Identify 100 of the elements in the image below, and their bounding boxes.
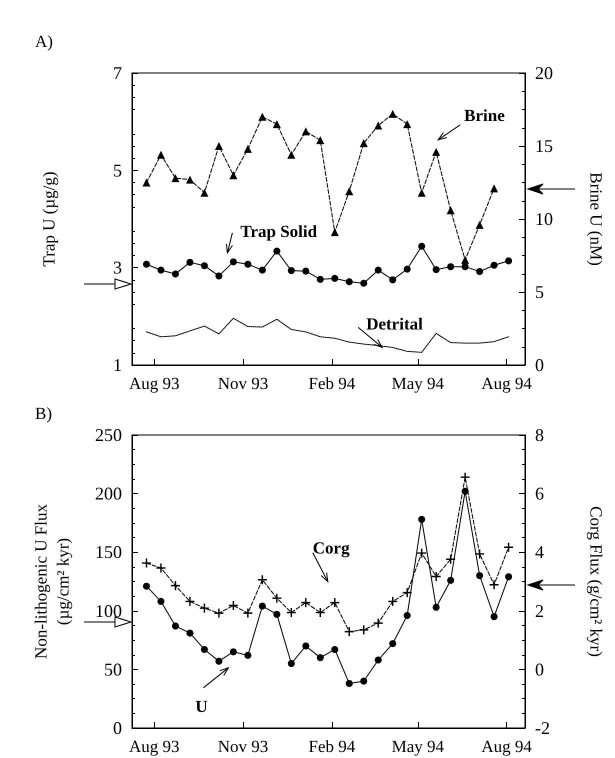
point	[215, 272, 222, 280]
point	[432, 148, 440, 156]
y-tick-label: 7	[113, 63, 122, 83]
point	[200, 604, 209, 613]
legend-label: Trap Solid	[240, 222, 318, 241]
y2-axis-title: Corg Flux (g/cm² kyr)	[586, 506, 606, 657]
point	[505, 573, 512, 580]
point	[142, 178, 150, 186]
point	[418, 516, 426, 523]
y2-tick-label: 10	[535, 209, 553, 229]
y-tick-label: 200	[95, 484, 122, 504]
point	[359, 625, 368, 634]
series-label: Detrital	[366, 314, 424, 334]
point	[460, 472, 470, 482]
point	[374, 266, 382, 274]
y2-tick-label: 0	[535, 355, 544, 375]
point	[462, 263, 469, 270]
point	[157, 266, 164, 274]
point	[417, 548, 426, 558]
point	[316, 608, 325, 618]
point	[346, 278, 353, 286]
y-tick-label: 150	[95, 542, 122, 562]
point	[200, 262, 208, 270]
y-axis-title: Trap U (µg/g)	[40, 171, 58, 267]
point	[490, 184, 498, 192]
text: Corg	[312, 538, 350, 558]
point	[418, 242, 426, 250]
point	[288, 267, 295, 274]
point	[418, 188, 426, 197]
point	[316, 654, 324, 662]
point	[432, 266, 440, 274]
point	[432, 604, 440, 611]
point	[389, 640, 396, 648]
point	[404, 612, 411, 619]
y2-tick-label: 20	[535, 63, 553, 83]
point	[316, 276, 324, 283]
y2-tick-label: 4	[535, 542, 544, 562]
point	[360, 280, 368, 287]
y-tick-label: 3	[113, 258, 122, 278]
point	[302, 127, 310, 136]
text: Brine	[464, 106, 506, 125]
point	[272, 120, 281, 128]
point	[330, 228, 339, 236]
x-tick-label: May 94	[392, 737, 445, 756]
point	[316, 136, 324, 144]
y-tick-label: 5	[113, 160, 122, 180]
point	[186, 176, 194, 184]
line-series	[146, 318, 510, 353]
y2-tick-label: 8	[535, 425, 544, 445]
point	[344, 627, 354, 636]
y2-tick-label: 15	[535, 136, 553, 156]
x-tick-label: Aug 93	[128, 374, 180, 393]
point	[374, 618, 383, 628]
point	[215, 658, 222, 665]
point	[374, 122, 382, 130]
point	[258, 575, 267, 584]
point	[258, 112, 266, 121]
point	[346, 680, 353, 687]
point	[258, 602, 266, 610]
point	[301, 598, 310, 608]
x-tick-label: May 94	[392, 374, 445, 393]
point	[287, 150, 296, 159]
x-tick-label: Nov 93	[218, 737, 268, 756]
point	[490, 613, 498, 620]
point	[374, 656, 382, 664]
x-tick-label: Aug 94	[481, 737, 532, 756]
x-tick-label: Nov 93	[218, 374, 268, 393]
point	[273, 248, 280, 255]
point	[475, 549, 484, 558]
point	[214, 142, 223, 150]
y2-tick-label: 6	[535, 484, 544, 504]
point	[156, 150, 165, 159]
x-tick-label: Feb 94	[308, 737, 356, 756]
y2-tick-label: 0	[535, 659, 544, 680]
point	[200, 188, 208, 197]
point	[402, 588, 412, 598]
y-axis-title: Non-lithogenic U Flux (µg/cm² kyr)	[32, 504, 72, 659]
point	[446, 554, 456, 564]
point	[214, 608, 224, 618]
point	[345, 187, 354, 196]
point	[244, 144, 252, 153]
legend-label: U	[195, 696, 208, 716]
point	[462, 488, 469, 495]
point	[446, 206, 455, 214]
point	[490, 262, 498, 269]
point	[447, 263, 454, 270]
point	[476, 268, 484, 276]
point	[360, 678, 368, 685]
point	[302, 268, 310, 275]
point	[229, 171, 238, 180]
point	[505, 257, 512, 264]
point	[360, 139, 368, 148]
point	[186, 258, 194, 266]
point	[272, 594, 282, 603]
point	[142, 260, 150, 268]
point	[244, 260, 252, 268]
x-tick-label: Aug 94	[481, 374, 532, 393]
point	[330, 598, 340, 608]
point	[389, 276, 396, 284]
y2-tick-label: -2	[535, 718, 550, 738]
